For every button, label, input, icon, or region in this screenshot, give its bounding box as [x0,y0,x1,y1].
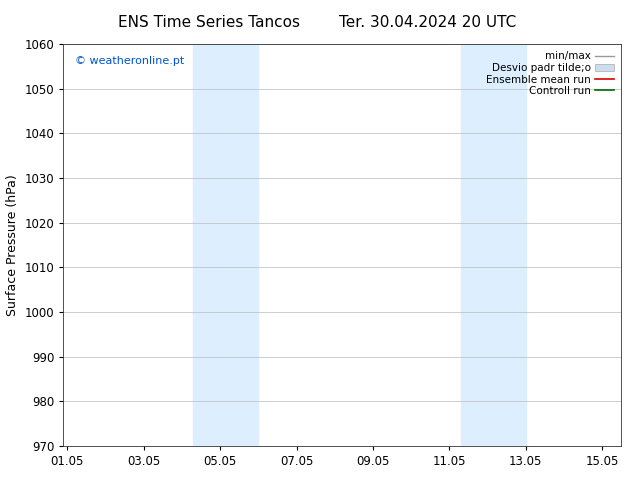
Text: ENS Time Series Tancos        Ter. 30.04.2024 20 UTC: ENS Time Series Tancos Ter. 30.04.2024 2… [118,15,516,30]
Y-axis label: Surface Pressure (hPa): Surface Pressure (hPa) [6,174,19,316]
Text: © weatheronline.pt: © weatheronline.pt [75,56,184,66]
Bar [461,44,526,446]
Legend: min/max, Desvio padr tilde;o, Ensemble mean run, Controll run: min/max, Desvio padr tilde;o, Ensemble m… [484,49,616,98]
Bar [193,44,258,446]
